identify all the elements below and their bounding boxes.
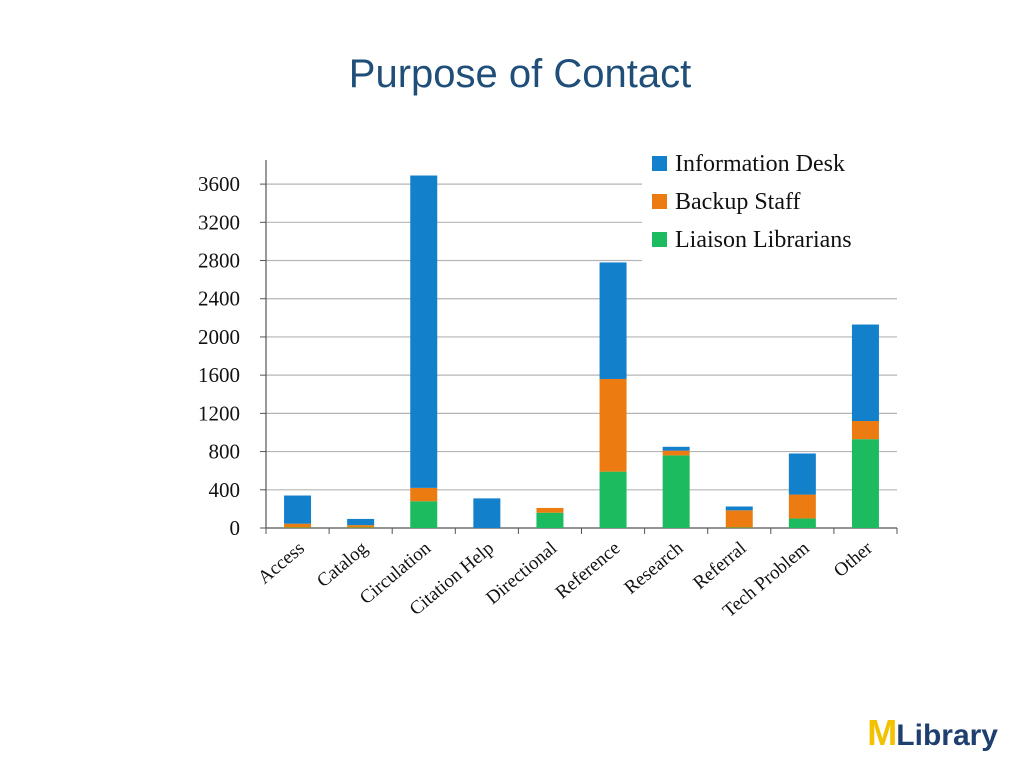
x-tick-label: Referral [689,538,750,594]
bars [284,175,879,528]
bar-backup-staff [599,378,627,472]
bar-backup-staff [536,507,564,513]
bar-backup-staff [788,494,816,519]
y-tick-labels: 0 400 800 1200 1600 2000 2400 2800 3200 3600 [198,172,240,540]
legend-label: Liaison Librarians [675,227,852,253]
legend-swatch [652,232,667,247]
bar-backup-staff [662,450,690,456]
bar-information-desk [347,518,375,526]
x-tick-label: Reference [552,538,624,604]
y-tick-label: 0 [230,516,241,540]
legend-swatch [652,156,667,171]
x-tick-label: Access [254,538,309,589]
bar-information-desk [473,498,501,528]
legend-swatch [652,194,667,209]
y-tick-label: 3600 [198,172,240,196]
y-tick-label: 400 [209,478,241,502]
bar-liaison-librarians [788,518,816,528]
logo-mark: M [867,712,897,753]
bar-information-desk [788,453,816,495]
bar-information-desk [410,175,438,488]
bar-backup-staff [347,525,375,528]
x-tick-label: Catalog [313,537,372,591]
bar-liaison-librarians [599,471,627,528]
bar-information-desk [599,262,627,379]
x-tick-label: Other [830,537,877,581]
y-tick-label: 2800 [198,249,240,273]
y-tick-label: 800 [209,440,241,464]
bar-backup-staff [725,510,753,528]
y-tick-label: 1600 [198,363,240,387]
bar-backup-staff [284,523,312,528]
y-tick-label: 1200 [198,401,240,425]
bar-information-desk [725,506,753,511]
bar-liaison-librarians [851,439,879,528]
bar-backup-staff [410,487,438,502]
legend-label: Information Desk [675,151,845,177]
y-tick-label: 3200 [198,210,240,234]
mlibrary-logo: M Library [867,712,998,754]
bar-liaison-librarians [410,501,438,528]
logo-text: Library [896,719,998,752]
y-tick-label: 2000 [198,325,240,349]
bar-information-desk [851,324,879,422]
bar-liaison-librarians [662,455,690,528]
x-tick-label: Directional [482,538,561,609]
y-tick-label: 2400 [198,287,240,311]
bar-information-desk [662,446,690,451]
bar-liaison-librarians [536,512,564,528]
legend-box [642,146,897,264]
legend: Information Desk Backup Staff Liaison Libr… [642,146,897,264]
legend-label: Backup Staff [675,189,801,215]
bar-information-desk [284,495,312,524]
stacked-bar-chart: 0 400 800 1200 1600 2000 2400 2800 3200 3600 Acce… [198,146,898,622]
bar-backup-staff [851,421,879,440]
x-tick-label: Research [621,537,688,598]
slide-title: Purpose of Contact [348,52,692,96]
